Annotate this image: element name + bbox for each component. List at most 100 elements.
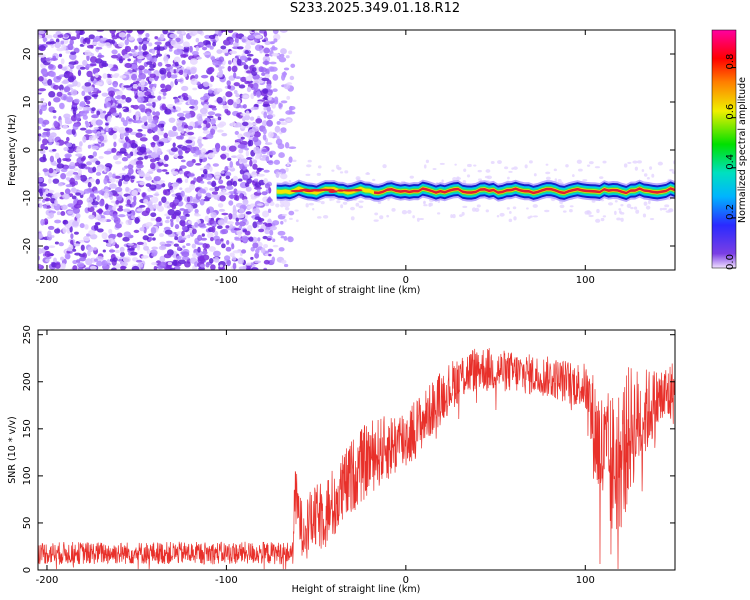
noise-blob: [271, 45, 276, 51]
noise-blob: [152, 86, 156, 92]
noise-blob: [212, 41, 217, 47]
noise-blob: [277, 172, 282, 175]
noise-blob: [336, 200, 341, 204]
noise-blob: [569, 205, 574, 208]
noise-blob: [268, 150, 276, 156]
noise-blob: [136, 96, 145, 103]
noise-blob: [142, 51, 148, 56]
noise-blob: [269, 201, 275, 207]
noise-blob: [53, 97, 61, 103]
noise-blob: [145, 32, 150, 38]
noise-blob: [38, 117, 44, 124]
noise-blob: [292, 159, 297, 162]
noise-blob: [106, 258, 111, 264]
noise-blob: [221, 48, 229, 54]
noise-blob: [67, 210, 74, 215]
noise-blob: [190, 67, 197, 75]
noise-blob: [308, 202, 314, 206]
noise-blob: [355, 202, 360, 207]
noise-blob: [180, 221, 186, 227]
noise-blob: [38, 133, 42, 137]
noise-blob: [50, 57, 58, 61]
noise-blob: [277, 143, 285, 150]
noise-blob: [79, 141, 83, 147]
noise-blob: [350, 206, 355, 211]
noise-blob: [219, 264, 224, 268]
noise-blob: [614, 210, 617, 216]
noise-blob: [207, 111, 216, 116]
noise-blob: [192, 87, 198, 91]
noise-blob: [281, 74, 286, 81]
noise-blob: [241, 38, 246, 43]
noise-blob: [89, 265, 97, 270]
noise-blob: [148, 233, 155, 237]
noise-blob: [262, 235, 268, 240]
noise-blob: [401, 210, 408, 215]
noise-blob: [147, 128, 153, 134]
noise-blob: [217, 129, 224, 133]
noise-blob: [258, 219, 262, 223]
noise-blob: [245, 75, 253, 82]
noise-blob: [228, 60, 232, 65]
noise-blob: [78, 105, 83, 110]
noise-blob: [104, 42, 111, 47]
noise-blob: [245, 186, 252, 192]
noise-blob: [236, 112, 240, 118]
noise-blob: [47, 101, 52, 107]
noise-blob: [565, 164, 569, 168]
noise-blob: [286, 95, 291, 100]
noise-blob: [244, 44, 252, 50]
noise-blob: [114, 95, 122, 100]
noise-blob: [94, 72, 99, 78]
noise-blob: [450, 214, 453, 219]
noise-blob: [254, 155, 260, 160]
noise-blob: [134, 45, 138, 50]
noise-blob: [72, 79, 78, 87]
noise-blob: [272, 220, 280, 226]
noise-blob: [70, 114, 78, 122]
noise-blob: [122, 236, 130, 242]
noise-blob: [120, 132, 125, 139]
noise-blob: [264, 142, 273, 146]
noise-blob: [120, 265, 126, 270]
noise-blob: [215, 175, 220, 181]
noise-blob: [70, 89, 78, 96]
noise-blob: [175, 178, 183, 184]
noise-blob: [109, 67, 118, 72]
noise-blob: [263, 177, 269, 184]
noise-blob: [264, 202, 270, 207]
noise-blob: [169, 109, 178, 113]
noise-blob: [264, 183, 271, 189]
noise-blob: [227, 85, 232, 90]
noise-blob: [62, 226, 67, 234]
noise-blob: [242, 198, 249, 206]
noise-blob: [275, 135, 279, 139]
noise-blob: [60, 40, 65, 45]
noise-blob: [174, 209, 182, 216]
noise-blob: [75, 212, 81, 219]
noise-blob: [289, 105, 293, 113]
noise-blob: [165, 41, 172, 47]
noise-blob: [83, 106, 91, 112]
noise-blob: [283, 83, 291, 90]
noise-blob: [254, 260, 262, 264]
noise-blob: [248, 139, 254, 147]
noise-blob: [645, 205, 651, 210]
noise-blob: [69, 161, 75, 167]
noise-blob: [129, 175, 136, 180]
noise-blob: [85, 258, 93, 266]
noise-blob: [213, 256, 220, 263]
noise-blob: [93, 190, 100, 194]
noise-blob: [109, 258, 114, 262]
noise-blob: [595, 218, 601, 223]
noise-blob: [164, 108, 172, 115]
noise-blob: [463, 168, 467, 173]
noise-blob: [141, 255, 149, 259]
noise-blob: [87, 181, 92, 188]
noise-blob: [484, 175, 490, 179]
noise-blob: [142, 41, 150, 45]
noise-blob: [131, 189, 139, 197]
noise-blob: [578, 168, 583, 172]
noise-blob: [149, 158, 157, 163]
noise-blob: [269, 225, 278, 231]
